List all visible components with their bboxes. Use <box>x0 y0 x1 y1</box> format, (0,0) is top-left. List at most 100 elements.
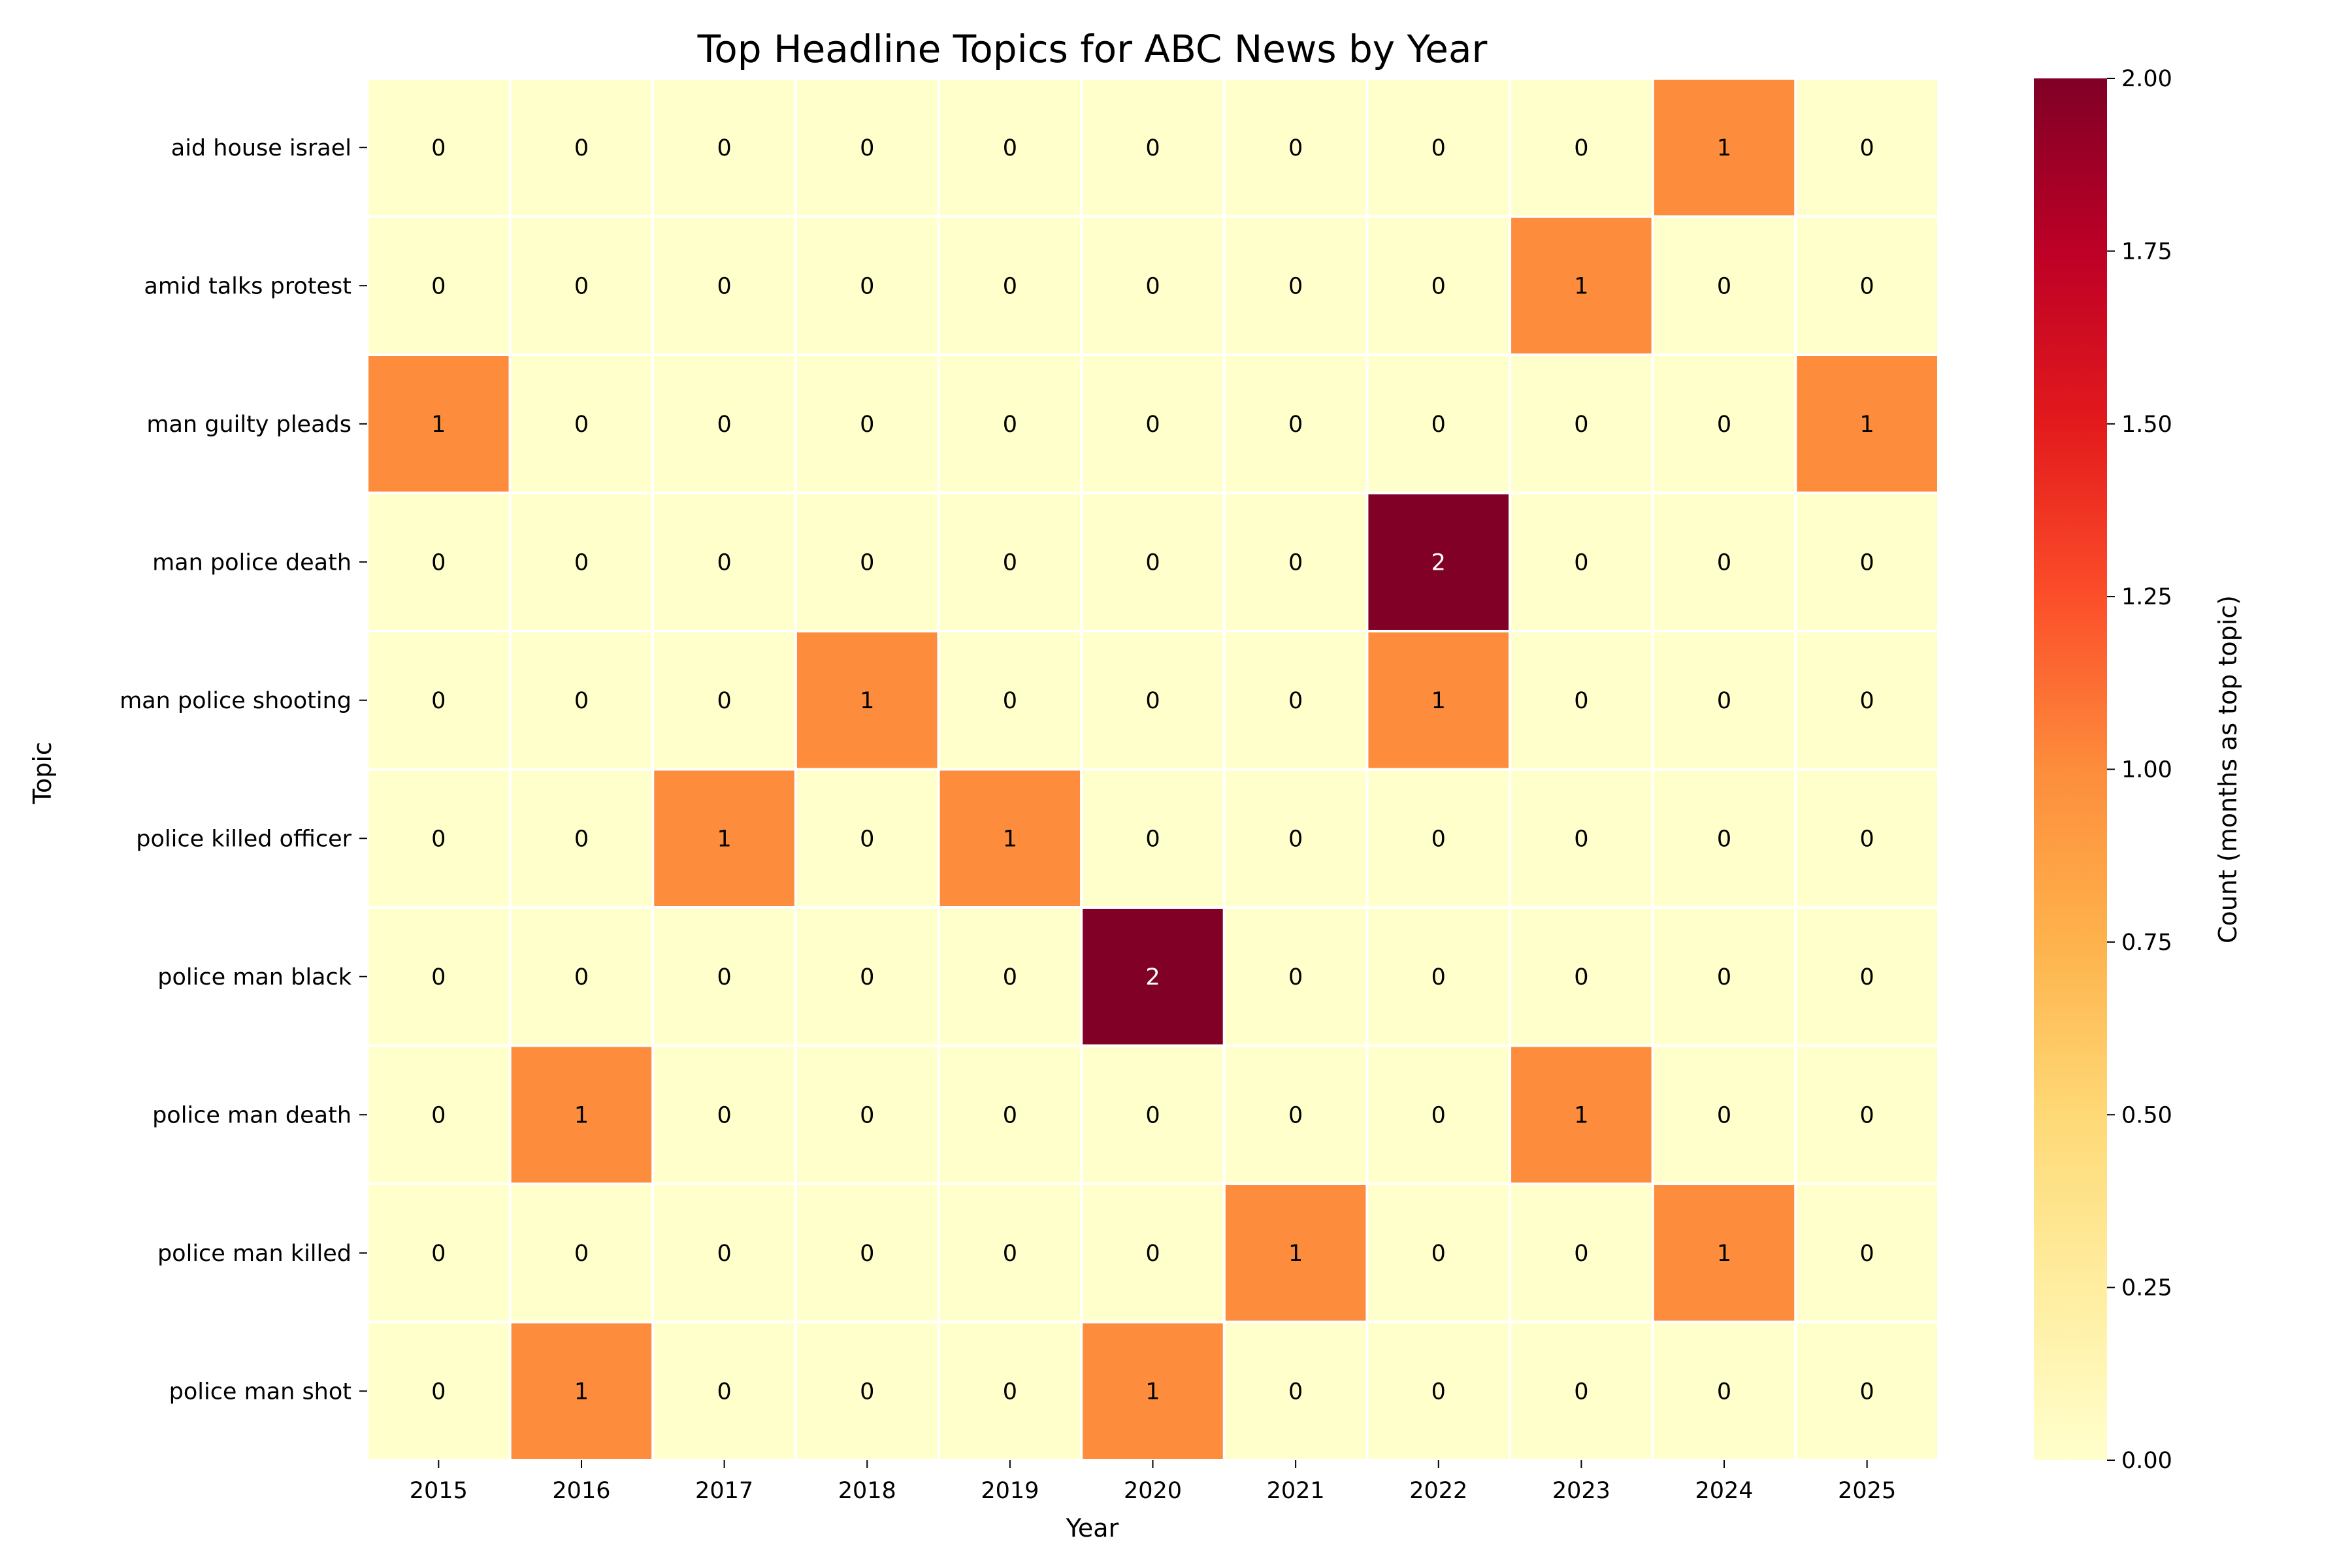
heatmap-cell-labels: 0 0 0 0 0 0 0 0 0 1 0 0 0 0 0 0 0 0 0 1 0 0 1 0 0 0 0 0 0 0 0 0 1 0 0 0 0 0 0 0… <box>431 135 1874 1405</box>
heatmap-cell <box>1080 906 1226 1047</box>
cell-value-label: 0 <box>1717 1102 1731 1128</box>
y-tick-label: police man killed <box>157 1241 351 1267</box>
cell-value-label: 0 <box>1145 549 1160 576</box>
cell-value-label: 0 <box>1003 1102 1017 1128</box>
cell-value-label: 0 <box>1717 412 1731 438</box>
heatmap-cell <box>1365 1183 1512 1324</box>
heatmap-cell <box>651 491 797 632</box>
heatmap-cell <box>1509 1320 1654 1462</box>
heatmap-cell <box>794 906 940 1047</box>
heatmap-cell <box>1651 1183 1797 1324</box>
x-tick-label: 2016 <box>552 1478 610 1504</box>
heatmap-cell <box>1794 768 1940 909</box>
heatmap-cell <box>508 630 655 771</box>
heatmap-cell <box>1080 491 1226 632</box>
heatmap-cell <box>794 630 940 771</box>
heatmap-cell <box>937 215 1083 356</box>
heatmap-cell <box>1651 1044 1797 1185</box>
heatmap-cell <box>1651 906 1797 1047</box>
cell-value-label: 0 <box>1574 1241 1588 1267</box>
heatmap-cell <box>937 1044 1083 1185</box>
heatmap-cell <box>794 768 940 909</box>
cell-value-label: 0 <box>717 1102 731 1128</box>
cell-value-label: 0 <box>431 135 446 161</box>
cell-value-label: 0 <box>431 1379 446 1405</box>
cell-value-label: 0 <box>1860 964 1874 990</box>
cell-value-label: 0 <box>860 135 874 161</box>
cell-value-label: 0 <box>860 273 874 299</box>
cell-value-label: 0 <box>1288 549 1303 576</box>
x-axis-label: Year <box>1066 1514 1119 1543</box>
cell-value-label: 0 <box>717 964 731 990</box>
heatmap-cell <box>1222 491 1369 632</box>
heatmap-cell <box>366 768 512 909</box>
heatmap-cell <box>366 630 512 771</box>
cell-value-label: 1 <box>1003 826 1017 852</box>
colorbar-tick-label: 1.50 <box>2121 412 2172 438</box>
cell-value-label: 0 <box>431 273 446 299</box>
heatmap-cell <box>794 491 940 632</box>
heatmap-cell <box>366 215 512 356</box>
heatmap-cell <box>1080 215 1226 356</box>
cell-value-label: 0 <box>1431 1241 1446 1267</box>
cell-value-label: 0 <box>431 1102 446 1128</box>
colorbar-tick-label: 0.25 <box>2121 1275 2172 1301</box>
cell-value-label: 0 <box>1860 1241 1874 1267</box>
cell-value-label: 0 <box>1145 412 1160 438</box>
cell-value-label: 0 <box>431 688 446 714</box>
cell-value-label: 1 <box>860 688 874 714</box>
cell-value-label: 1 <box>717 826 731 852</box>
cell-value-label: 0 <box>860 412 874 438</box>
heatmap-cell <box>1365 906 1512 1047</box>
heatmap-cell <box>366 906 512 1047</box>
x-tick-label: 2018 <box>838 1478 896 1504</box>
heatmap-cell <box>1365 1320 1512 1462</box>
heatmap-cell <box>1080 1044 1226 1185</box>
heatmap-cell <box>1794 491 1940 632</box>
cell-value-label: 0 <box>1145 273 1160 299</box>
cell-value-label: 0 <box>1860 688 1874 714</box>
x-tick-label: 2019 <box>981 1478 1039 1504</box>
cell-value-label: 1 <box>1145 1379 1160 1405</box>
cell-value-label: 0 <box>431 1241 446 1267</box>
heatmap-cell <box>651 1320 797 1462</box>
heatmap-cell <box>1080 630 1226 771</box>
x-tick-label: 2017 <box>695 1478 753 1504</box>
cell-value-label: 0 <box>1003 688 1017 714</box>
heatmap-cell <box>1651 491 1797 632</box>
cell-value-label: 0 <box>717 688 731 714</box>
cell-value-label: 0 <box>1288 412 1303 438</box>
heatmap-cell <box>1509 1183 1654 1324</box>
cell-value-label: 0 <box>1145 1102 1160 1128</box>
cell-value-label: 0 <box>860 1379 874 1405</box>
colorbar-tick-label: 2.00 <box>2121 66 2172 92</box>
cell-value-label: 0 <box>1431 964 1446 990</box>
cell-value-label: 2 <box>1145 964 1160 990</box>
heatmap-cell <box>1509 630 1654 771</box>
cell-value-label: 0 <box>1431 1379 1446 1405</box>
heatmap-cell <box>366 77 512 218</box>
cell-value-label: 0 <box>1431 412 1446 438</box>
heatmap-cell <box>1365 77 1512 218</box>
x-axis: 2015 2016 2017 2018 2019 2020 2021 2022 2023 2024… <box>410 1460 1896 1504</box>
cell-value-label: 0 <box>1003 273 1017 299</box>
cell-value-label: 0 <box>1717 688 1731 714</box>
heatmap-cell <box>1222 1044 1369 1185</box>
heatmap-cell <box>1080 768 1226 909</box>
heatmap-cell <box>508 1044 655 1185</box>
colorbar-label: Count (months as top topic) <box>2213 595 2242 943</box>
cell-value-label: 0 <box>1717 826 1731 852</box>
cell-value-label: 1 <box>1717 1241 1731 1267</box>
heatmap-cell <box>1794 77 1940 218</box>
cell-value-label: 0 <box>1145 135 1160 161</box>
cell-value-label: 1 <box>1860 412 1874 438</box>
heatmap-cell <box>1509 491 1654 632</box>
cell-value-label: 0 <box>574 549 589 576</box>
colorbar-tick-label: 1.25 <box>2121 584 2172 610</box>
colorbar-tick-label: 0.75 <box>2121 930 2172 956</box>
cell-value-label: 0 <box>1860 826 1874 852</box>
cell-value-label: 0 <box>1574 1379 1588 1405</box>
cell-value-label: 0 <box>1288 273 1303 299</box>
heatmap-cell <box>1222 1183 1369 1324</box>
heatmap-cell <box>1509 215 1654 356</box>
